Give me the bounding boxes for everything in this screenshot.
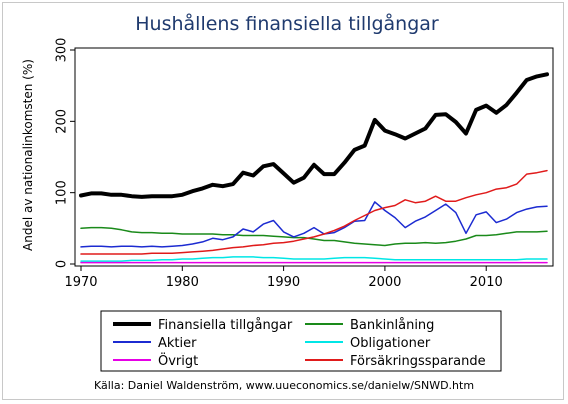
x-tick-label: 1990 (267, 275, 300, 290)
x-tick-label: 2000 (368, 275, 401, 290)
chart-frame: Hushållens finansiella tillgångar Andel … (2, 2, 564, 400)
x-tick-label: 1970 (64, 275, 97, 290)
legend-label: Aktier (158, 336, 197, 351)
legend-label: Bankinlåning (350, 318, 434, 333)
series-line-bankinlåning (80, 226, 548, 247)
legend-label: Övrigt (158, 352, 198, 369)
series-line-försäkringssparande (80, 169, 548, 255)
plot-area: 0 100 200 300 1970 1980 1990 2000 2010 (55, 38, 554, 290)
y-tick-label: 300 (55, 38, 70, 63)
legend-box (100, 310, 502, 372)
x-tick-label: 2010 (470, 275, 503, 290)
series-line-aktier (80, 201, 548, 248)
y-axis-label: Andel av nationalinkomsten (%) (21, 59, 35, 251)
legend-label: Obligationer (350, 336, 431, 351)
x-tick-label: 1980 (166, 275, 199, 290)
chart-title: Hushållens finansiella tillgångar (135, 12, 439, 35)
series-line-finansiella-tillgångar (79, 72, 549, 199)
source-note: Källa: Daniel Waldenström, www.uueconomi… (94, 379, 474, 392)
series-line-obligationer (80, 256, 548, 262)
y-tick-label: 100 (55, 180, 70, 205)
legend-label: Finansiella tillgångar (158, 318, 293, 333)
y-tick-label: 200 (55, 109, 70, 134)
y-tick-label: 0 (55, 260, 70, 268)
chart: Hushållens finansiella tillgångar Andel … (21, 12, 554, 392)
plot-border (74, 47, 554, 267)
legend: Finansiella tillgångar Bankinlåning Aktier… (100, 310, 502, 372)
legend-label: Försäkringssparande (350, 354, 486, 369)
